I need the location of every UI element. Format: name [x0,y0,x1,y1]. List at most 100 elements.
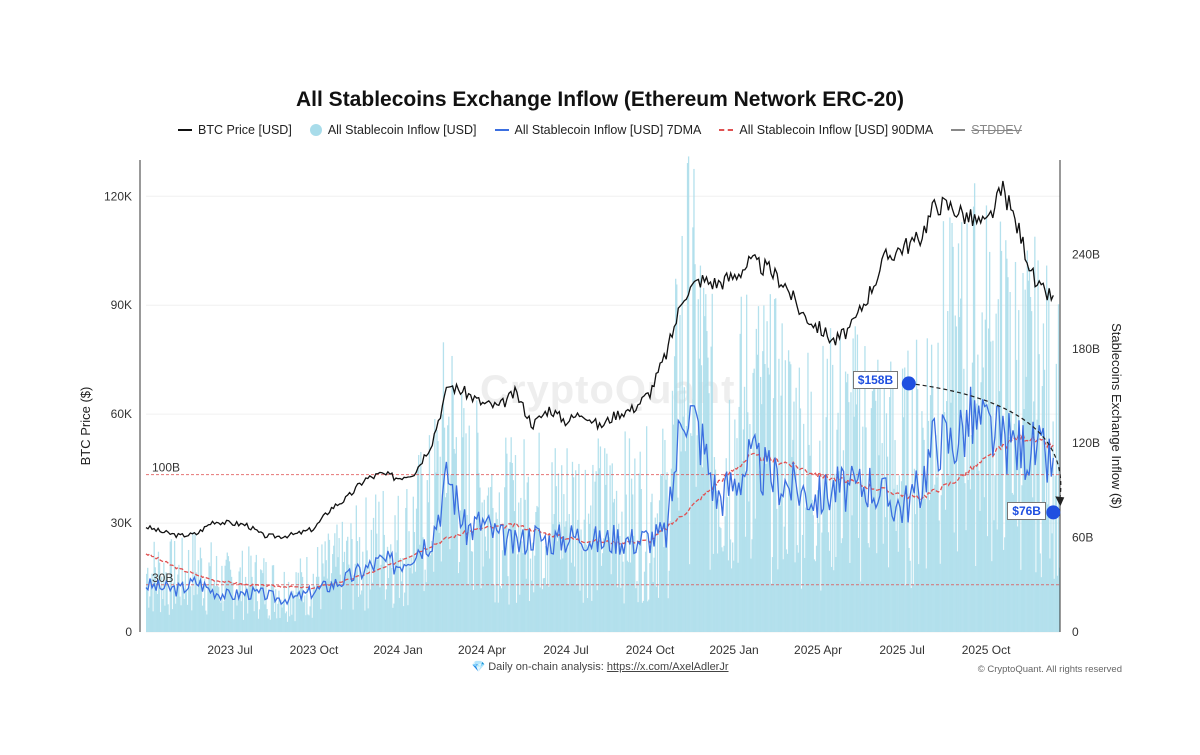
footer-link[interactable]: https://x.com/AxelAdlerJr [606,661,729,673]
inflow-bar [987,328,990,632]
inflow-bar [362,551,364,632]
inflow-bar [965,530,967,632]
inflow-bar [230,576,233,632]
inflow-bar [755,328,757,632]
inflow-bar [996,529,998,632]
inflow-bar [1051,533,1053,632]
inflow-bar [167,604,169,632]
inflow-bar [441,414,444,632]
legend-item-btc-price[interactable]: BTC Price [USD] [178,123,292,137]
inflow-bar [577,519,579,632]
inflow-bar [576,584,578,632]
inflow-bar [735,492,737,632]
inflow-bar [412,496,414,632]
legend-swatch-stddev [951,129,966,131]
inflow-bar [661,475,663,632]
inflow-bar [1036,419,1038,632]
inflow-bar [787,350,790,632]
inflow-bar [766,321,768,632]
inflow-bar [1008,437,1010,632]
inflow-bar [927,420,930,632]
inflow-bar [329,580,332,632]
inflow-bar [614,542,617,632]
inflow-bar [889,397,891,632]
inflow-bar [628,438,631,632]
inflow-bar [495,512,497,632]
inflow-bar [264,604,266,632]
inflow-bar [818,523,820,632]
inflow-bar [226,552,228,632]
inflow-bar [208,562,210,632]
diamond-icon: 💎 [471,661,486,673]
inflow-bar [492,507,494,632]
inflow-bar [944,509,947,632]
inflow-bar [780,395,782,632]
inflow-bar [1018,310,1020,632]
footer-prefix: Daily on-chain analysis: [488,661,604,673]
inflow-bar [450,474,452,632]
inflow-bar [670,468,673,632]
inflow-bar [616,587,619,632]
legend-item-inflow-90dma[interactable]: All Stablecoin Inflow [USD] 90DMA [719,123,933,137]
inflow-bar [1019,453,1021,632]
inflow-bar [471,551,474,632]
inflow-bar [526,482,528,632]
inflow-bar [861,492,863,632]
inflow-bar [376,533,378,632]
inflow-bar [829,328,832,632]
inflow-bar [197,560,199,632]
inflow-bar [966,223,968,632]
inflow-bar [196,594,198,632]
inflow-bar [792,439,794,632]
inflow-bar [715,490,718,632]
x-axis-tick-label: 2024 Apr [458,643,506,657]
inflow-bar [953,532,955,632]
inflow-bar [297,572,299,632]
inflow-bar [321,544,323,632]
left-axis-tick-label: 30K [111,516,132,530]
inflow-bar [1013,423,1016,632]
inflow-bar [821,532,823,632]
x-axis-tick-label: 2025 Apr [794,643,842,657]
inflow-bar [555,486,557,632]
inflow-bar [724,516,726,632]
inflow-bar [596,590,598,632]
inflow-bar [270,584,273,632]
inflow-bar [936,477,938,632]
inflow-bar [781,323,783,632]
inflow-bar [814,561,817,632]
legend-item-inflow-7dma[interactable]: All Stablecoin Inflow [USD] 7DMA [494,123,701,137]
inflow-bar [391,568,393,632]
inflow-bar [156,594,159,632]
inflow-bar [595,471,597,632]
inflow-bar [513,511,516,632]
inflow-bar [251,576,253,632]
inflow-bar [630,478,633,632]
inflow-bar [742,429,745,632]
inflow-bar [227,556,230,632]
inflow-bar [192,532,194,632]
inflow-bar [1037,260,1039,632]
inflow-bar [713,457,716,632]
inflow-bar [325,560,327,632]
inflow-bar [1016,526,1019,632]
legend-item-stddev[interactable]: STDDEV [951,123,1022,137]
inflow-bar [975,565,977,632]
inflow-bar [919,503,921,632]
inflow-bar [421,473,423,632]
inflow-bar [910,587,912,632]
inflow-bar [324,541,326,632]
inflow-bar [272,565,275,632]
inflow-bar [527,476,530,632]
legend-item-inflow[interactable]: All Stablecoin Inflow [USD] [309,123,477,137]
inflow-bar [709,569,711,632]
inflow-bar [281,607,283,632]
inflow-bar [870,408,873,632]
inflow-bar [480,588,482,632]
inflow-bar [551,462,553,632]
inflow-bar [858,380,861,632]
inflow-bar [905,585,907,632]
inflow-bar [825,417,827,632]
inflow-bar [351,539,353,632]
inflow-bar [568,514,570,632]
